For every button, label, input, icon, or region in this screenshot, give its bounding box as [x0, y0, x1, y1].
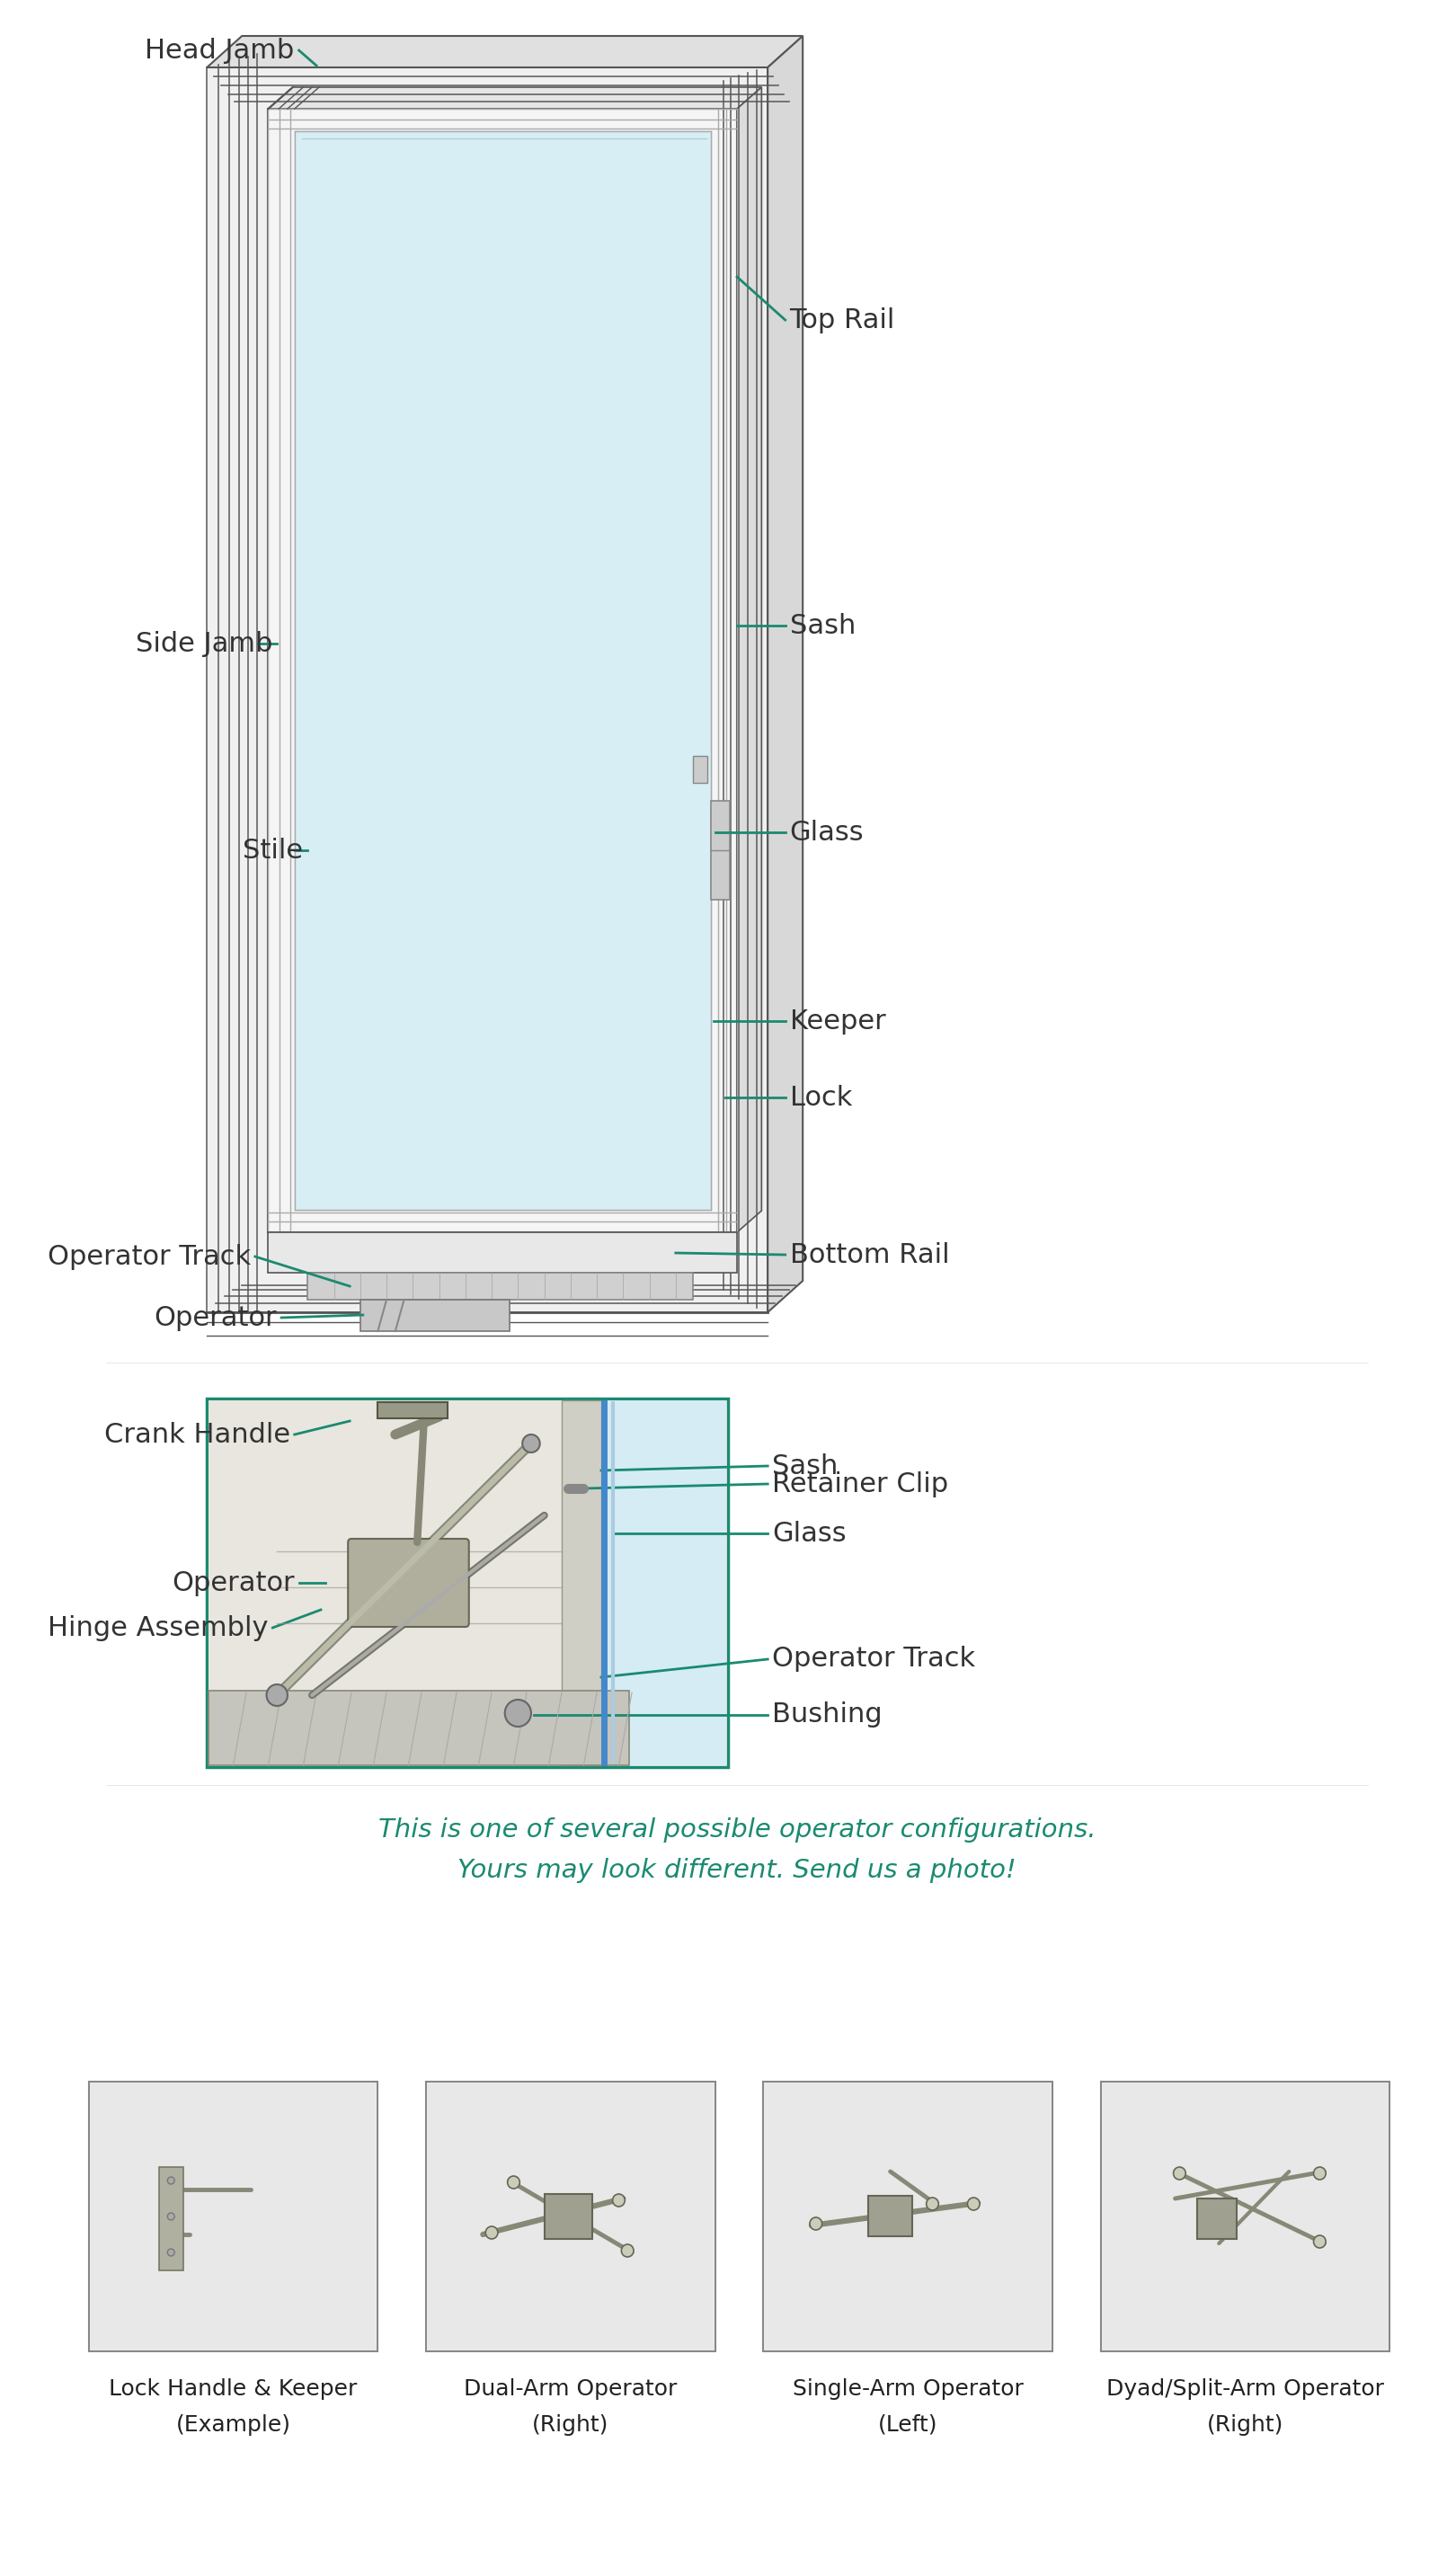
Text: Sash: Sash — [772, 1453, 838, 1479]
Text: Bottom Rail: Bottom Rail — [789, 1242, 949, 1267]
Bar — [869, 2195, 912, 2236]
Text: Hinge Assembly: Hinge Assembly — [47, 1615, 269, 1641]
Circle shape — [810, 2218, 823, 2231]
Bar — [1100, 2081, 1389, 2352]
Text: Crank Handle: Crank Handle — [104, 1422, 290, 1448]
Text: Bushing: Bushing — [772, 1703, 883, 1728]
Polygon shape — [768, 36, 802, 1311]
Polygon shape — [295, 131, 710, 1211]
Text: Stile: Stile — [243, 837, 303, 863]
Text: Side Jamb: Side Jamb — [135, 631, 273, 657]
Circle shape — [486, 2226, 498, 2239]
Bar — [207, 1399, 728, 1767]
Text: Operator: Operator — [171, 1569, 295, 1597]
Bar — [308, 1273, 693, 1301]
Bar — [295, 131, 710, 1211]
Bar — [544, 2195, 592, 2239]
Bar — [269, 1231, 738, 1273]
Bar — [209, 1690, 630, 1765]
Circle shape — [167, 2249, 174, 2257]
Text: Sash: Sash — [789, 613, 856, 639]
Text: Glass: Glass — [772, 1520, 847, 1546]
Text: Top Rail: Top Rail — [789, 307, 894, 332]
Circle shape — [508, 2177, 519, 2190]
Circle shape — [968, 2197, 979, 2210]
Text: Head Jamb: Head Jamb — [145, 36, 295, 64]
Circle shape — [522, 1435, 539, 1453]
Text: Dyad/Split-Arm Operator: Dyad/Split-Arm Operator — [1106, 2378, 1385, 2401]
Bar — [562, 1401, 601, 1765]
Text: Lock: Lock — [789, 1084, 851, 1110]
Bar — [207, 67, 768, 1311]
Circle shape — [167, 2213, 174, 2221]
Text: Yours may look different. Send us a photo!: Yours may look different. Send us a phot… — [457, 1857, 1017, 1883]
Bar — [1196, 2197, 1237, 2239]
Circle shape — [613, 2195, 626, 2208]
Bar — [427, 2084, 713, 2349]
Bar — [361, 1301, 509, 1332]
Circle shape — [266, 1685, 288, 1705]
Bar — [89, 2081, 378, 2352]
Circle shape — [1313, 2236, 1326, 2249]
FancyBboxPatch shape — [348, 1538, 469, 1628]
Bar — [575, 1401, 726, 1765]
Text: (Left): (Left) — [879, 2414, 938, 2437]
Bar — [710, 801, 731, 899]
Text: Operator: Operator — [154, 1303, 278, 1332]
Circle shape — [926, 2197, 939, 2210]
Bar — [693, 755, 707, 783]
Bar — [764, 2081, 1053, 2352]
Bar — [91, 2084, 375, 2349]
Bar — [426, 2081, 715, 2352]
Text: Retainer Clip: Retainer Clip — [772, 1471, 948, 1497]
Text: Keeper: Keeper — [789, 1007, 886, 1033]
Text: Operator Track: Operator Track — [772, 1646, 975, 1672]
Text: Operator Track: Operator Track — [47, 1244, 250, 1270]
Polygon shape — [207, 36, 802, 67]
Circle shape — [621, 2244, 634, 2257]
Bar — [269, 108, 738, 1231]
Polygon shape — [269, 88, 762, 108]
Text: (Right): (Right) — [532, 2414, 608, 2437]
Text: (Right): (Right) — [1206, 2414, 1284, 2437]
Text: Lock Handle & Keeper: Lock Handle & Keeper — [109, 2378, 358, 2401]
Bar — [209, 1401, 630, 1765]
Polygon shape — [738, 88, 762, 1231]
Text: (Example): (Example) — [175, 2414, 290, 2437]
Bar — [378, 1401, 447, 1419]
Circle shape — [167, 2177, 174, 2184]
Circle shape — [1313, 2166, 1326, 2179]
Circle shape — [1173, 2166, 1186, 2179]
Bar — [1103, 2084, 1388, 2349]
Text: Single-Arm Operator: Single-Arm Operator — [792, 2378, 1024, 2401]
Circle shape — [505, 1700, 531, 1726]
Bar — [765, 2084, 1051, 2349]
Text: Glass: Glass — [789, 819, 864, 845]
Text: Dual-Arm Operator: Dual-Arm Operator — [464, 2378, 677, 2401]
Bar — [158, 2166, 183, 2269]
Text: This is one of several possible operator configurations.: This is one of several possible operator… — [378, 1819, 1096, 1842]
